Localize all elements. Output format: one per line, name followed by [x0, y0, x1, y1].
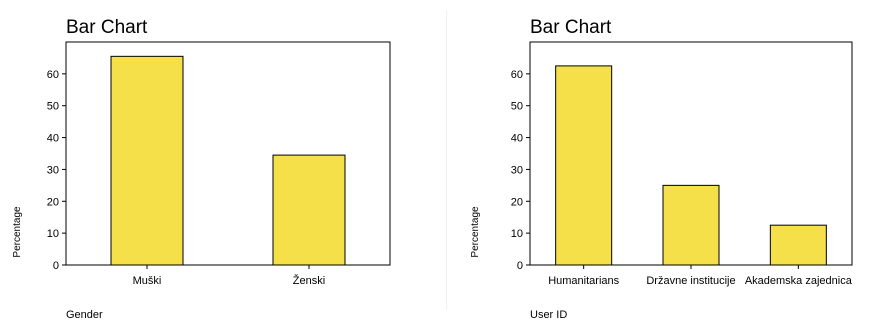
x-tick-label: Humanitarians	[548, 275, 619, 287]
y-tick-label: 20	[47, 196, 59, 208]
user-id-bar-chart: Bar Chart Percentage User ID 0 10 20 30 40 50…	[470, 17, 853, 321]
y-tick-label: 20	[511, 196, 523, 208]
panel-divider	[446, 10, 447, 310]
x-tick-label: Ženski	[293, 274, 325, 287]
bar	[272, 154, 346, 266]
x-axis-label: Gender	[66, 309, 103, 321]
x-axis-label: User ID	[530, 309, 567, 321]
y-tick-label: 60	[47, 69, 59, 81]
chart-panel-user-id: Bar Chart Percentage User ID 0 10 20 30 40 50…	[462, 0, 870, 322]
y-tick-label: 0	[53, 260, 59, 272]
x-tick-label: Muški	[133, 275, 162, 287]
y-tick-label: 60	[511, 69, 523, 81]
y-tick-label: 10	[47, 228, 59, 240]
plot-area: 0 10 20 30 40 50 60 Humanitarians Državne instit…	[511, 41, 853, 287]
y-tick-label: 0	[517, 260, 523, 272]
y-tick-label: 50	[511, 101, 523, 113]
x-tick-label: Državne institucije	[646, 275, 735, 287]
y-axis-label: Percentage	[470, 206, 481, 258]
plot-area: 0 10 20 30 40 50 60 Muški Ženski	[47, 41, 391, 287]
y-tick-label: 40	[47, 133, 59, 145]
chart-title: Bar Chart	[530, 17, 612, 38]
bar	[769, 224, 827, 266]
y-tick-label: 10	[511, 228, 523, 240]
y-tick-label: 30	[511, 164, 523, 176]
y-tick-label: 50	[47, 101, 59, 113]
x-tick-label: Akademska zajednica	[745, 275, 853, 287]
gender-bar-chart: Bar Chart Percentage Gender 0 10 20 30 40 50 6…	[12, 17, 391, 321]
y-tick-label: 40	[511, 133, 523, 145]
y-tick-label: 30	[47, 164, 59, 176]
bar	[555, 65, 613, 266]
bar	[662, 184, 720, 266]
chart-title: Bar Chart	[66, 17, 148, 38]
bar	[110, 55, 184, 266]
chart-panel-gender: Bar Chart Percentage Gender 0 10 20 30 40 50 6…	[0, 0, 430, 322]
y-axis-label: Percentage	[12, 206, 23, 258]
